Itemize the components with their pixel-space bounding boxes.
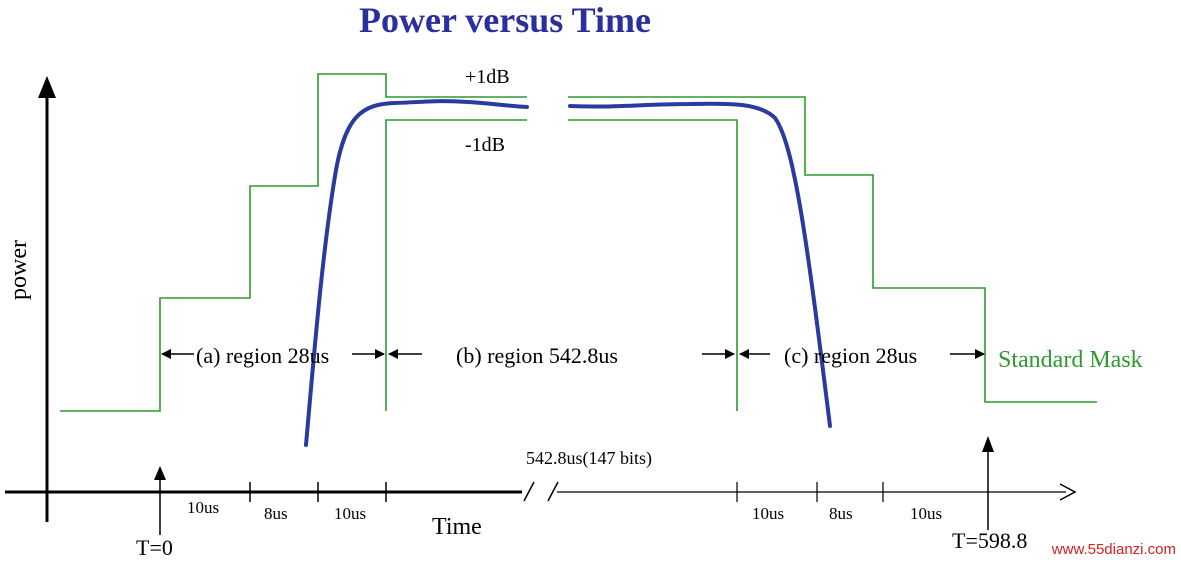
mask-lower-left	[385, 119, 527, 411]
mask-lower-label: -1dB	[465, 134, 505, 156]
x-axis-label: Time	[432, 514, 482, 540]
y-axis-label: power	[6, 240, 32, 300]
region-b-label: (b) region 542.8us	[456, 343, 618, 368]
power-curve-rise	[304, 99, 529, 447]
t-start-arrowhead	[154, 466, 166, 480]
axis-break-mark-2	[547, 481, 559, 502]
mask-lower-right	[568, 119, 738, 411]
tick-label-left-2: 8us	[264, 504, 288, 523]
y-axis-arrow	[38, 76, 56, 98]
power-curve-fall	[568, 101, 832, 428]
diagram-title: Power versus Time	[359, 0, 651, 40]
mask-legend-label: Standard Mask	[998, 347, 1143, 373]
mask-upper-label: +1dB	[465, 66, 510, 88]
t-end-arrowhead	[982, 436, 994, 452]
tick-label-left-1: 10us	[187, 498, 219, 517]
mask-upper-left	[60, 73, 527, 412]
watermark-background	[1036, 537, 1181, 560]
tick-label-right-2: 8us	[829, 504, 853, 523]
x-axis-arrow	[1059, 483, 1077, 501]
tick-label-right-1: 10us	[752, 504, 784, 523]
t-end-label: T=598.8	[952, 528, 1027, 553]
mask-upper-right	[568, 96, 1097, 403]
region-a-label: (a) region 28us	[196, 343, 329, 368]
tick-label-left-3: 10us	[334, 504, 366, 523]
watermark: www.55dianzi.com	[1051, 541, 1176, 558]
break-label: 542.8us(147 bits)	[526, 448, 652, 469]
tick-label-right-3: 10us	[910, 504, 942, 523]
t-start-label: T=0	[136, 535, 173, 560]
region-c-label: (c) region 28us	[784, 343, 917, 368]
axis-break-mark-1	[523, 481, 535, 502]
